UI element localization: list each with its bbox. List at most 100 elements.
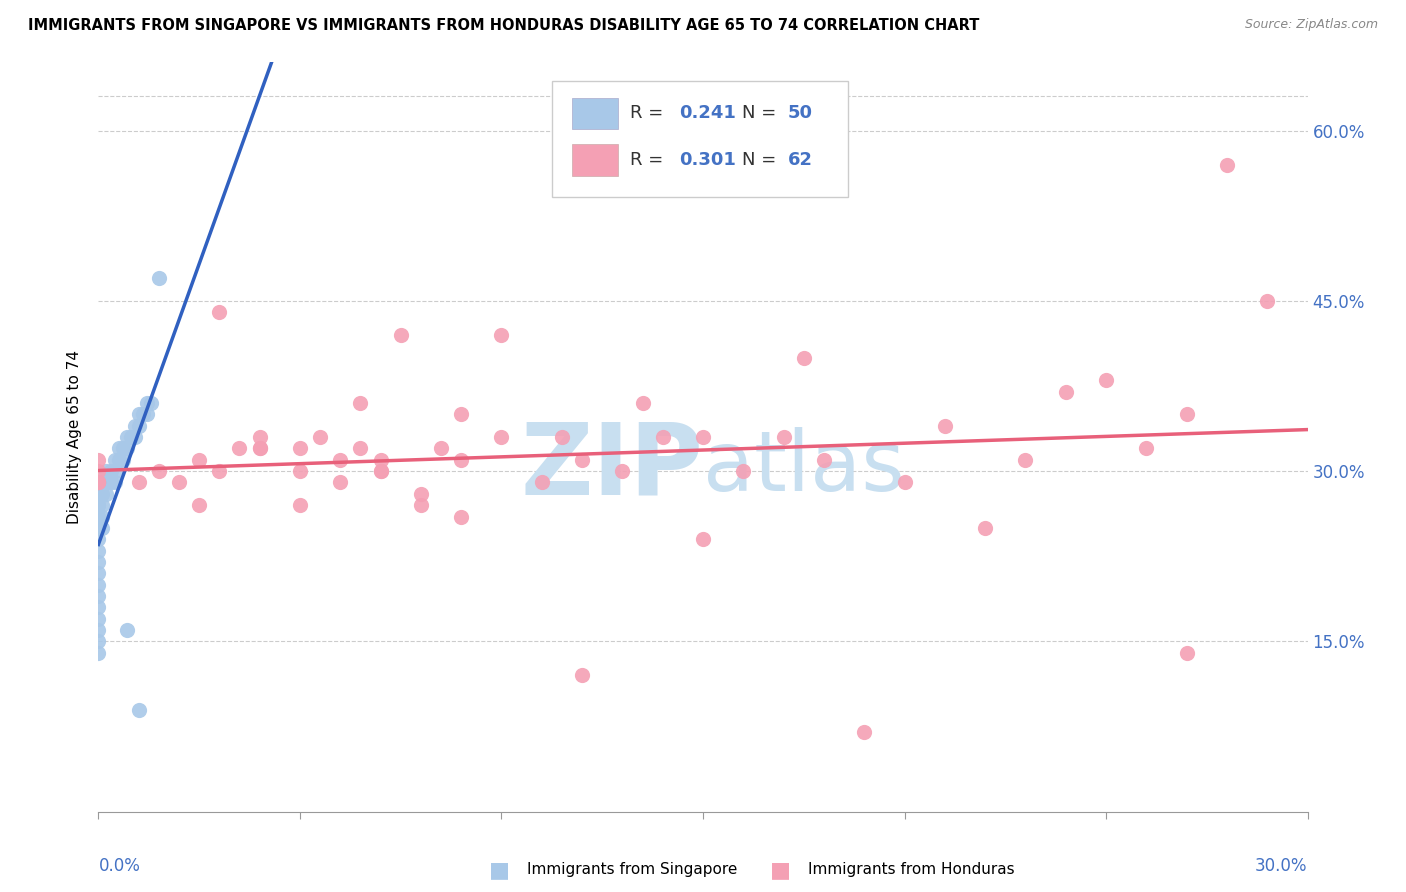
Point <box>974 521 997 535</box>
Point <box>309 430 332 444</box>
Point <box>188 452 211 467</box>
Point <box>115 623 138 637</box>
Point <box>571 668 593 682</box>
Point <box>91 487 114 501</box>
Point <box>87 577 110 591</box>
Point <box>772 430 794 444</box>
Point <box>1256 293 1278 308</box>
Point <box>692 533 714 547</box>
Point <box>430 442 453 456</box>
Point <box>135 396 157 410</box>
Point <box>249 430 271 444</box>
Point <box>87 498 110 512</box>
Point <box>167 475 190 490</box>
Point <box>370 452 392 467</box>
FancyBboxPatch shape <box>572 97 619 129</box>
Point <box>249 442 271 456</box>
Point <box>87 521 110 535</box>
Point <box>148 464 170 478</box>
Point <box>87 452 110 467</box>
Point <box>87 487 110 501</box>
Point <box>96 487 118 501</box>
Point <box>103 464 125 478</box>
Point <box>450 452 472 467</box>
Point <box>813 452 835 467</box>
Point <box>87 509 110 524</box>
Point <box>288 464 311 478</box>
Point <box>370 464 392 478</box>
Point <box>571 452 593 467</box>
Point <box>87 555 110 569</box>
Point <box>96 464 118 478</box>
Point <box>96 475 118 490</box>
Text: IMMIGRANTS FROM SINGAPORE VS IMMIGRANTS FROM HONDURAS DISABILITY AGE 65 TO 74 CO: IMMIGRANTS FROM SINGAPORE VS IMMIGRANTS … <box>28 18 980 33</box>
Point <box>934 418 956 433</box>
Point <box>91 509 114 524</box>
Point <box>329 452 352 467</box>
Point <box>208 305 231 319</box>
Point <box>135 408 157 422</box>
Point <box>228 442 250 456</box>
Point <box>107 452 129 467</box>
Point <box>103 475 125 490</box>
Point <box>87 475 110 490</box>
Point <box>87 634 110 648</box>
Text: ■: ■ <box>770 860 790 880</box>
Point <box>733 464 755 478</box>
Text: N =: N = <box>742 104 782 122</box>
Point <box>128 418 150 433</box>
Point <box>91 521 114 535</box>
Point <box>103 452 125 467</box>
Point <box>100 475 122 490</box>
Point <box>853 725 876 739</box>
Text: 0.301: 0.301 <box>679 151 735 169</box>
Point <box>87 464 110 478</box>
Point <box>409 487 432 501</box>
Point <box>208 464 231 478</box>
Point <box>491 430 513 444</box>
Point <box>349 396 371 410</box>
Point <box>124 430 146 444</box>
Point <box>115 442 138 456</box>
Text: Immigrants from Honduras: Immigrants from Honduras <box>808 863 1015 877</box>
Point <box>288 498 311 512</box>
Text: 62: 62 <box>787 151 813 169</box>
Point <box>1216 158 1239 172</box>
Point <box>450 408 472 422</box>
FancyBboxPatch shape <box>572 145 619 176</box>
Text: 30.0%: 30.0% <box>1256 856 1308 875</box>
Point <box>329 475 352 490</box>
Point <box>128 408 150 422</box>
Point <box>87 475 110 490</box>
Text: ■: ■ <box>489 860 509 880</box>
Point <box>370 464 392 478</box>
Point <box>128 702 150 716</box>
Point <box>87 498 110 512</box>
Point <box>100 464 122 478</box>
Point <box>107 442 129 456</box>
Point <box>87 566 110 581</box>
Point <box>87 533 110 547</box>
Text: 0.0%: 0.0% <box>98 856 141 875</box>
Text: atlas: atlas <box>703 426 904 508</box>
Point <box>87 475 110 490</box>
FancyBboxPatch shape <box>551 81 848 197</box>
Point <box>120 430 142 444</box>
Point <box>551 430 574 444</box>
Point <box>111 452 134 467</box>
Text: R =: R = <box>630 104 669 122</box>
Point <box>87 646 110 660</box>
Point <box>188 498 211 512</box>
Point <box>288 442 311 456</box>
Point <box>1095 373 1118 387</box>
Point <box>389 327 412 342</box>
Point <box>651 430 673 444</box>
Point <box>132 408 155 422</box>
Point <box>87 543 110 558</box>
Point <box>1175 408 1198 422</box>
Point <box>148 271 170 285</box>
Point <box>692 430 714 444</box>
Text: Immigrants from Singapore: Immigrants from Singapore <box>527 863 738 877</box>
Point <box>87 487 110 501</box>
Point <box>87 475 110 490</box>
